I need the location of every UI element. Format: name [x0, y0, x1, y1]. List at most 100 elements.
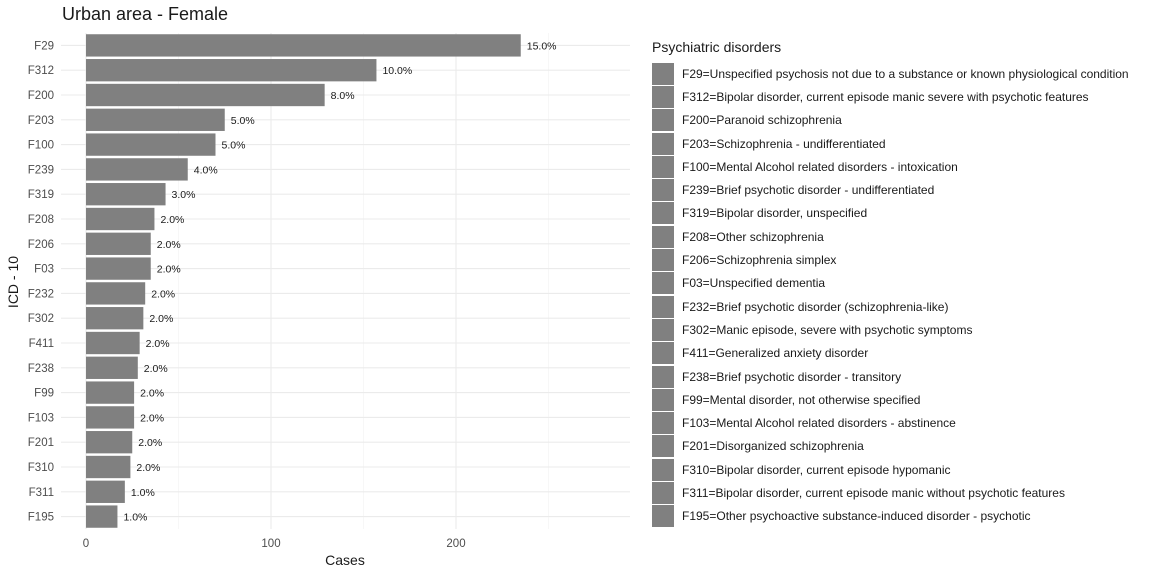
legend-item-label: F201=Disorganized schizophrenia: [682, 439, 864, 454]
y-tick-label: F203: [28, 115, 54, 127]
y-tick-label: F208: [28, 214, 54, 226]
data-label: 2.0%: [144, 363, 168, 375]
legend-item: F311=Bipolar disorder, current episode m…: [652, 481, 1148, 504]
bar-f29: [86, 34, 521, 57]
legend-key-swatch: [652, 481, 674, 504]
legend-item-label: F206=Schizophrenia simplex: [682, 253, 837, 268]
y-tick-label: F99: [34, 388, 54, 400]
data-label: 15.0%: [527, 40, 557, 52]
legend-item-label: F238=Brief psychotic disorder - transito…: [682, 369, 902, 384]
legend-item-label: F239=Brief psychotic disorder - undiffer…: [682, 183, 935, 198]
bar-f302: [86, 307, 144, 330]
x-axis-label: Cases: [325, 552, 365, 568]
bar-f311: [86, 480, 125, 503]
y-tick-label: F29: [34, 40, 54, 52]
bar-f232: [86, 282, 146, 305]
legend-item-label: F312=Bipolar disorder, current episode m…: [682, 89, 1089, 104]
x-tick-label: 0: [83, 538, 89, 550]
legend-key-swatch: [652, 202, 674, 225]
data-label: 2.0%: [151, 288, 175, 300]
legend-item: F203=Schizophrenia - undifferentiated: [652, 132, 1148, 155]
legend-item-label: F319=Bipolar disorder, unspecified: [682, 206, 868, 221]
legend-item: F195=Other psychoactive substance-induce…: [652, 505, 1148, 528]
y-tick-label: F232: [28, 288, 54, 300]
x-tick-label: 200: [446, 538, 465, 550]
legend-key-swatch: [652, 225, 674, 248]
y-tick-label: F206: [28, 239, 54, 251]
data-label: 3.0%: [172, 189, 196, 201]
x-tick-label: 100: [261, 538, 280, 550]
data-label: 2.0%: [149, 313, 173, 325]
legend-item-label: F411=Generalized anxiety disorder: [682, 346, 869, 361]
legend-title: Psychiatric disorders: [652, 39, 782, 55]
legend-item-label: F200=Paranoid schizophrenia: [682, 113, 842, 128]
y-tick-label: F310: [28, 462, 54, 474]
bar-f238: [86, 356, 138, 379]
legend-item: F200=Paranoid schizophrenia: [652, 109, 1148, 132]
legend-item: F201=Disorganized schizophrenia: [652, 435, 1148, 458]
legend-item-label: F29=Unspecified psychosis not due to a s…: [682, 66, 1129, 81]
legend-key-swatch: [652, 249, 674, 272]
legend-item-label: F103=Mental Alcohol related disorders - …: [682, 416, 956, 431]
bar-f312: [86, 59, 377, 82]
y-tick-label: F195: [28, 512, 54, 524]
legend-key-swatch: [652, 318, 674, 341]
legend-item: F319=Bipolar disorder, unspecified: [652, 202, 1148, 225]
data-label: 2.0%: [157, 239, 181, 251]
legend-key-swatch: [652, 155, 674, 178]
legend-items: F29=Unspecified psychosis not due to a s…: [652, 62, 1148, 528]
bar-f201: [86, 431, 133, 454]
y-tick-label: F319: [28, 189, 54, 201]
legend-key-swatch: [652, 62, 674, 85]
bar-f310: [86, 455, 131, 479]
legend-key-swatch: [652, 179, 674, 202]
legend-item-label: F99=Mental disorder, not otherwise speci…: [682, 392, 921, 407]
y-tick-label: F312: [28, 65, 54, 77]
legend-item: F411=Generalized anxiety disorder: [652, 342, 1148, 365]
y-tick-label: F03: [34, 264, 54, 276]
legend-key-swatch: [652, 458, 674, 481]
data-label: 2.0%: [140, 388, 164, 400]
bar-f103: [86, 406, 135, 429]
bar-f195: [86, 505, 118, 528]
data-label: 4.0%: [194, 164, 218, 176]
legend-item-label: F311=Bipolar disorder, current episode m…: [682, 485, 1065, 500]
legend-item-label: F232=Brief psychotic disorder (schizophr…: [682, 299, 949, 314]
bar-f99: [86, 381, 135, 404]
legend-key-swatch: [652, 342, 674, 365]
legend-item-label: F208=Other schizophrenia: [682, 229, 824, 244]
legend-item-label: F302=Manic episode, severe with psychoti…: [682, 322, 973, 337]
data-label: 2.0%: [140, 412, 164, 424]
data-label: 2.0%: [157, 264, 181, 276]
legend-item-label: F195=Other psychoactive substance-induce…: [682, 509, 1031, 524]
bar-f03: [86, 257, 151, 280]
data-label: 2.0%: [136, 462, 160, 474]
legend-key-swatch: [652, 505, 674, 528]
y-tick-label: F103: [28, 412, 54, 424]
y-tick-label: F411: [29, 338, 54, 350]
data-label: 8.0%: [331, 90, 355, 102]
data-label: 10.0%: [382, 65, 412, 77]
legend-item: F03=Unspecified dementia: [652, 272, 1148, 295]
legend-item: F99=Mental disorder, not otherwise speci…: [652, 388, 1148, 411]
bar-f200: [86, 83, 325, 107]
legend-key-swatch: [652, 388, 674, 411]
legend-item: F239=Brief psychotic disorder - undiffer…: [652, 178, 1148, 202]
legend-key-swatch: [652, 85, 674, 108]
data-label: 2.0%: [146, 338, 170, 350]
bar-f319: [86, 183, 166, 206]
y-axis-label: ICD - 10: [5, 256, 21, 308]
legend-item: F208=Other schizophrenia: [652, 225, 1148, 248]
legend-key-swatch: [652, 272, 674, 295]
y-tick-label: F239: [28, 164, 54, 176]
legend-item: F103=Mental Alcohol related disorders - …: [652, 411, 1148, 435]
data-label: 2.0%: [160, 214, 184, 226]
legend-item: F238=Brief psychotic disorder - transito…: [652, 365, 1148, 388]
legend-item-label: F100=Mental Alcohol related disorders - …: [682, 159, 958, 174]
data-label: 2.0%: [138, 437, 162, 449]
bar-f239: [86, 158, 188, 181]
data-label: 1.0%: [123, 512, 147, 524]
data-label: 5.0%: [231, 115, 255, 127]
legend: Psychiatric disorders F29=Unspecified ps…: [652, 38, 1148, 528]
legend-key-swatch: [652, 365, 674, 388]
